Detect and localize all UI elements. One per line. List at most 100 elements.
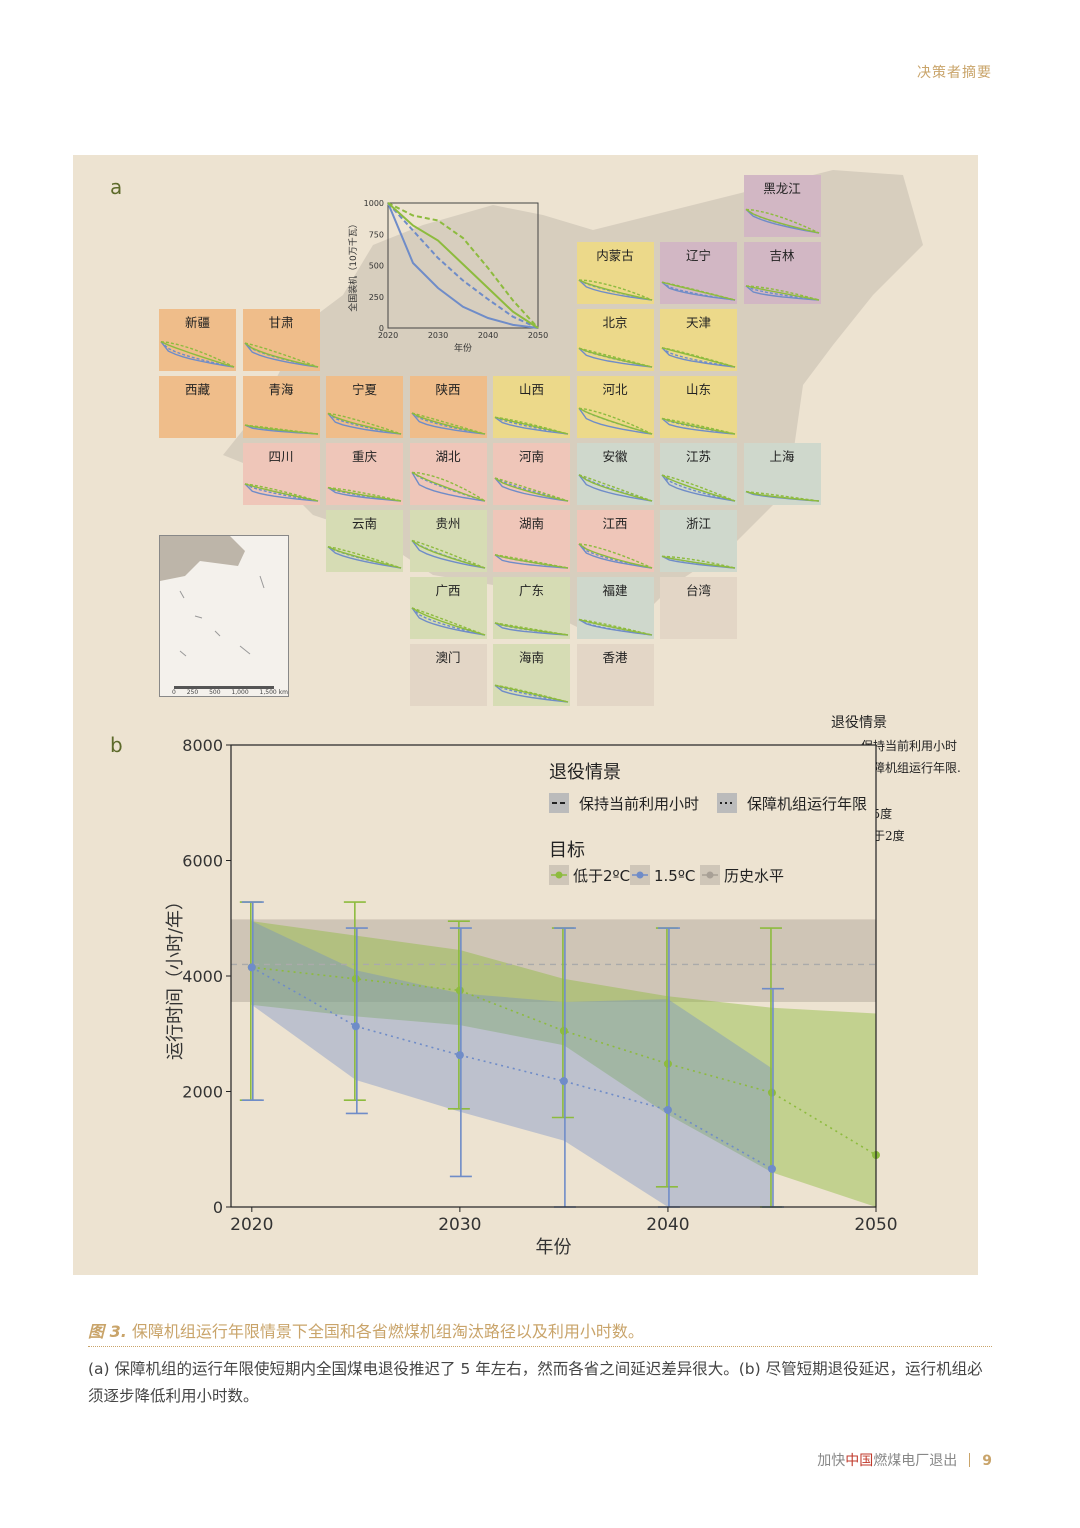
province-tile: 宁夏 xyxy=(326,376,403,438)
province-series-line-2 xyxy=(578,279,652,301)
province-series-line-0 xyxy=(327,412,402,435)
province-name: 上海 xyxy=(769,449,795,464)
province-series-line-2 xyxy=(411,471,485,502)
province-mini-chart xyxy=(577,474,652,502)
province-name: 吉林 xyxy=(769,248,795,263)
province-series-line-2 xyxy=(411,607,485,636)
ytick-label-4: 8000 xyxy=(182,736,223,755)
province-tile: 吉林 xyxy=(743,242,821,304)
province-tile: 湖南 xyxy=(493,510,570,572)
data-point xyxy=(247,963,256,972)
province-series-line-3 xyxy=(578,279,652,301)
province-name: 辽宁 xyxy=(685,248,711,263)
legend-b-target-title: 目标 xyxy=(549,840,585,861)
province-series-line-3 xyxy=(661,347,736,368)
province-name: 天津 xyxy=(685,315,711,330)
province-mini-chart xyxy=(243,342,318,368)
province-tile: 湖北 xyxy=(409,443,487,505)
province-series-line-0 xyxy=(410,540,485,569)
province-series-line-3 xyxy=(244,424,318,435)
province-name: 青海 xyxy=(268,382,294,397)
province-mini-chart xyxy=(160,341,235,368)
province-tile: 海南 xyxy=(493,644,570,706)
panel-b-label: b xyxy=(110,733,123,757)
inset-ytick-3: 750 xyxy=(369,230,384,239)
province-series-line-3 xyxy=(494,554,569,569)
province-mini-chart xyxy=(494,554,569,569)
province-mini-chart xyxy=(661,347,736,368)
province-name: 陕西 xyxy=(435,382,461,397)
inset-series-line-0 xyxy=(387,202,539,329)
province-tile: 青海 xyxy=(242,376,320,438)
ytick-label-1: 2000 xyxy=(182,1083,223,1102)
province-series-line-0 xyxy=(244,483,318,502)
province-tile: 黑龙江 xyxy=(743,175,821,237)
province-tile: 河北 xyxy=(576,376,654,438)
province-tile: 新疆 xyxy=(159,309,236,371)
scale-tick-3: 1,000 xyxy=(231,689,249,696)
inset-map-graphic xyxy=(160,536,274,689)
province-mini-chart xyxy=(494,477,569,502)
scale-tick-1: 250 xyxy=(186,689,199,696)
scale-tick-0: 0 xyxy=(172,689,176,696)
province-tile: 重庆 xyxy=(326,443,403,505)
inset-frame xyxy=(387,202,539,329)
province-name: 内蒙古 xyxy=(596,248,634,263)
province-series-line-2 xyxy=(327,412,402,435)
province-series-line-3 xyxy=(494,477,569,502)
province-mini-chart xyxy=(410,539,485,569)
province-series-line-0 xyxy=(577,407,652,435)
series-band-0 xyxy=(251,921,876,1207)
panel-a-label: a xyxy=(110,175,123,199)
xtick-label-3: 2050 xyxy=(854,1215,897,1235)
province-series-line-0 xyxy=(577,543,652,569)
province-series-line-2 xyxy=(578,407,652,435)
province-mini-chart xyxy=(661,281,736,301)
province-name: 新疆 xyxy=(184,315,210,330)
inset-ytick-4: 1000 xyxy=(364,199,384,208)
province-series-line-2 xyxy=(411,539,485,569)
inset-xtick-3: 2050 xyxy=(528,331,548,340)
xtick-label-1: 2030 xyxy=(438,1215,481,1235)
province-name: 福建 xyxy=(602,583,628,598)
province-series-line-0 xyxy=(661,281,736,301)
inset-ytick-2: 500 xyxy=(369,262,384,271)
province-series-line-0 xyxy=(410,412,485,435)
province-series-line-0 xyxy=(494,416,569,435)
province-series-line-3 xyxy=(661,417,736,435)
province-tile: 北京 xyxy=(576,309,654,371)
province-mini-chart xyxy=(244,424,318,435)
province-mini-chart xyxy=(327,546,402,569)
inset-xlabel: 年份 xyxy=(454,342,472,354)
province-series-line-1 xyxy=(411,607,485,636)
province-series-line-3 xyxy=(745,490,819,502)
province-tile: 上海 xyxy=(743,443,821,505)
province-tile: 江苏 xyxy=(660,443,737,505)
province-mini-chart xyxy=(494,416,569,435)
data-point xyxy=(559,1077,568,1086)
scale-tick-2: 500 xyxy=(209,689,221,696)
province-tile: 广西 xyxy=(409,577,487,639)
figure-3: a b 0 250 500 750 1000 2020 2030 2040 2050 年份 全国装机… xyxy=(73,155,978,1275)
province-series-line-3 xyxy=(745,285,819,301)
province-mini-chart xyxy=(577,407,652,435)
province-series-line-1 xyxy=(661,474,736,502)
province-mini-chart xyxy=(327,486,402,502)
inset-ytick-0: 0 xyxy=(379,324,384,333)
province-series-line-3 xyxy=(578,618,652,636)
data-point xyxy=(351,974,360,983)
province-tile: 云南 xyxy=(326,510,403,572)
province-series-line-2 xyxy=(494,477,569,502)
province-name: 云南 xyxy=(351,516,377,531)
province-tile: 陕西 xyxy=(409,376,487,438)
province-mini-chart xyxy=(745,208,819,234)
province-name: 湖南 xyxy=(518,516,544,531)
province-tile: 山西 xyxy=(493,376,570,438)
province-tile: 香港 xyxy=(576,644,654,706)
province-name: 江西 xyxy=(602,516,628,531)
data-point xyxy=(455,986,464,995)
province-mini-chart xyxy=(745,490,819,502)
province-series-line-0 xyxy=(327,546,402,569)
province-name: 澳门 xyxy=(435,650,461,665)
province-name: 广东 xyxy=(518,583,544,598)
